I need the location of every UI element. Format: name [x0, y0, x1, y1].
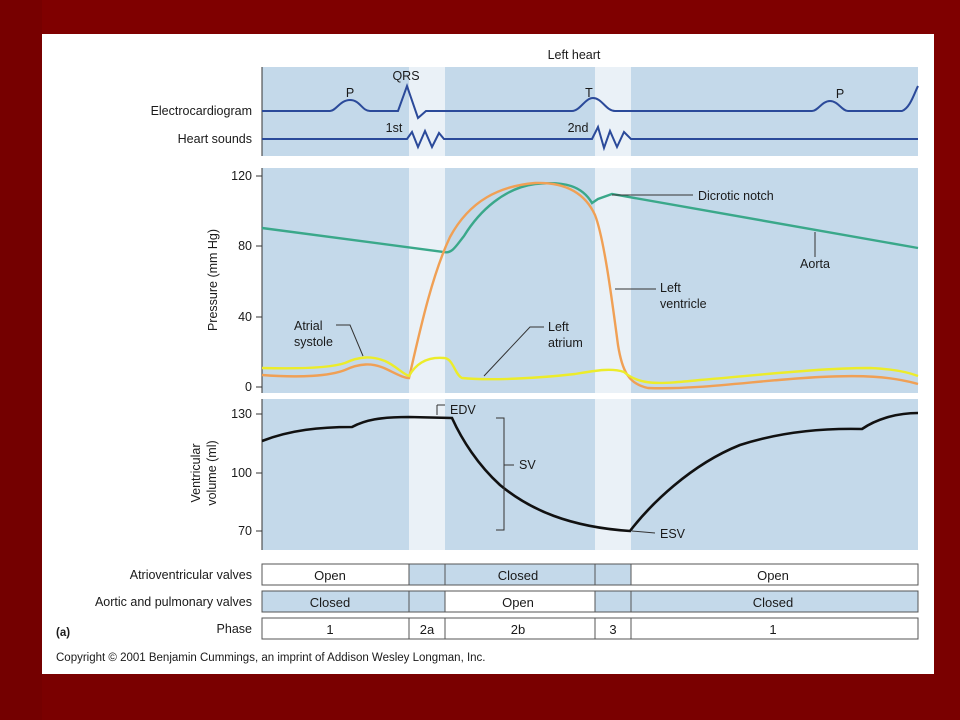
p-wave-label: P	[346, 86, 354, 100]
ecg-panel-background	[262, 67, 918, 156]
volume-panel-background	[262, 399, 918, 550]
av-cell-1: Open	[314, 568, 346, 583]
second-sound-label: 2nd	[568, 121, 589, 135]
semilunar-cell-1b: Closed	[753, 595, 793, 610]
qrs-label: QRS	[392, 69, 419, 83]
ecg-trace	[262, 82, 919, 120]
edv-label: EDV	[450, 403, 476, 417]
first-sound-label: 1st	[386, 121, 403, 135]
left-atrium-label-1: Left	[548, 320, 569, 334]
volume-tick-70: 70	[238, 524, 252, 538]
left-atrium-curve	[261, 356, 919, 385]
phase-cell-2a: 2a	[420, 622, 435, 637]
pressure-tick-120: 120	[231, 169, 252, 183]
esv-label: ESV	[660, 527, 686, 541]
aorta-curve	[261, 182, 919, 254]
phase-cell-1b: 1	[769, 622, 776, 637]
wiggers-diagram: Left heart Electrocardiogram Heart sound…	[56, 48, 919, 664]
ecg-panel: Electrocardiogram Heart sounds P QRS T P…	[151, 67, 919, 156]
phase-label: Phase	[217, 622, 252, 636]
phase-cell-2b: 2b	[511, 622, 525, 637]
left-ventricle-label-2: ventricle	[660, 297, 707, 311]
volume-axis-label-1: Ventricular	[189, 443, 203, 502]
pressure-axis-label: Pressure (mm Hg)	[206, 229, 220, 331]
left-atrium-label-2: atrium	[548, 336, 583, 350]
t-wave-label: T	[585, 86, 593, 100]
dicrotic-notch-label: Dicrotic notch	[698, 189, 774, 203]
volume-panel: 130 100 70 Ventricular volume (ml) EDV S…	[189, 399, 919, 550]
valve-phase-table: Atrioventricular valves Aortic and pulmo…	[95, 563, 919, 640]
volume-axis-label-2: volume (ml)	[205, 440, 219, 505]
panel-label: (a)	[56, 627, 70, 639]
aortic-pulmonary-valves-label: Aortic and pulmonary valves	[95, 595, 252, 609]
sv-label: SV	[519, 458, 536, 472]
ventricular-volume-curve	[261, 411, 919, 533]
pressure-tick-0: 0	[245, 380, 252, 394]
electrocardiogram-label: Electrocardiogram	[151, 104, 252, 118]
atrial-systole-label-2: systole	[294, 335, 333, 349]
pressure-panel: 120 80 40 0 Pressure (mm Hg) Dicrotic no…	[206, 168, 919, 394]
av-cell-1b: Open	[757, 568, 789, 583]
volume-tick-100: 100	[231, 466, 252, 480]
pressure-tick-40: 40	[238, 310, 252, 324]
aorta-label: Aorta	[800, 257, 830, 271]
cardiac-cycle-figure: Left heart Electrocardiogram Heart sound…	[42, 34, 934, 674]
av-cell-2b: Closed	[498, 568, 538, 583]
heart-sounds-label: Heart sounds	[178, 132, 252, 146]
left-ventricle-curve	[261, 181, 919, 390]
left-ventricle-label-1: Left	[660, 281, 681, 295]
heart-sounds-trace	[262, 124, 918, 152]
pressure-tick-80: 80	[238, 239, 252, 253]
phase-cell-3: 3	[609, 622, 616, 637]
semilunar-cell-1: Closed	[310, 595, 350, 610]
figure-title: Left heart	[548, 48, 601, 62]
p-wave-label-2: P	[836, 87, 844, 101]
copyright-text: Copyright © 2001 Benjamin Cummings, an i…	[56, 652, 486, 664]
semilunar-cell-2b: Open	[502, 595, 534, 610]
phase-cell-1: 1	[326, 622, 333, 637]
volume-tick-130: 130	[231, 407, 252, 421]
atrial-systole-label-1: Atrial	[294, 319, 322, 333]
av-valves-label: Atrioventricular valves	[130, 568, 252, 582]
